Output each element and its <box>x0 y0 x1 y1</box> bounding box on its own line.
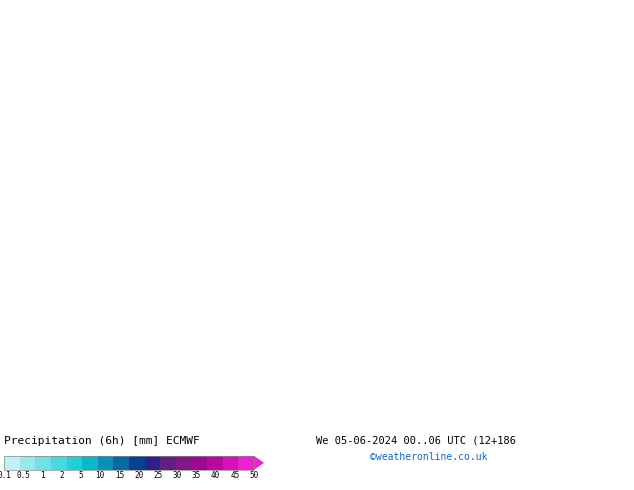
Text: ©weatheronline.co.uk: ©weatheronline.co.uk <box>370 452 488 462</box>
Polygon shape <box>254 456 264 470</box>
Bar <box>4 456 20 470</box>
Bar <box>207 456 223 470</box>
Bar <box>176 456 191 470</box>
Bar <box>4 456 254 470</box>
Bar <box>223 456 238 470</box>
Text: 45: 45 <box>230 471 240 480</box>
Text: 25: 25 <box>153 471 162 480</box>
Bar <box>82 456 98 470</box>
Text: 30: 30 <box>172 471 182 480</box>
Bar <box>238 456 254 470</box>
Bar <box>36 456 51 470</box>
Text: Precipitation (6h) [mm] ECMWF: Precipitation (6h) [mm] ECMWF <box>4 436 200 446</box>
Text: 40: 40 <box>211 471 220 480</box>
Text: We 05-06-2024 00..06 UTC (12+186: We 05-06-2024 00..06 UTC (12+186 <box>316 436 516 446</box>
Bar <box>67 456 82 470</box>
Text: 0.5: 0.5 <box>16 471 30 480</box>
Bar <box>98 456 113 470</box>
Text: 35: 35 <box>191 471 201 480</box>
Bar <box>129 456 145 470</box>
Text: 2: 2 <box>60 471 64 480</box>
Text: 0.1: 0.1 <box>0 471 11 480</box>
Bar <box>145 456 160 470</box>
Text: 50: 50 <box>249 471 259 480</box>
Text: 20: 20 <box>134 471 143 480</box>
Text: 1: 1 <box>40 471 45 480</box>
Bar <box>20 456 36 470</box>
Text: 10: 10 <box>96 471 105 480</box>
Text: 15: 15 <box>115 471 124 480</box>
Text: 5: 5 <box>79 471 83 480</box>
Bar <box>113 456 129 470</box>
Bar <box>191 456 207 470</box>
Bar <box>51 456 67 470</box>
Bar <box>160 456 176 470</box>
